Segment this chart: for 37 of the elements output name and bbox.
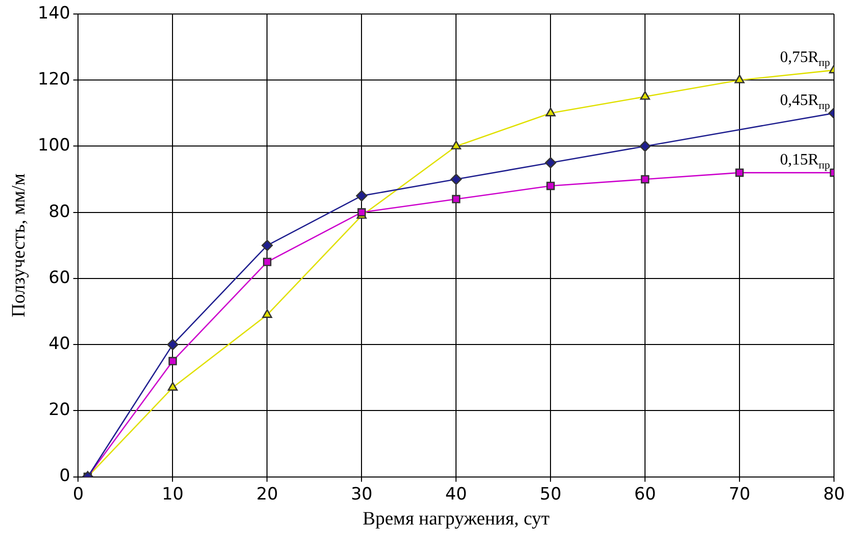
y-tick-label: 20 — [48, 400, 70, 420]
point — [639, 140, 651, 152]
x-tick-label: 10 — [162, 484, 184, 504]
point — [544, 157, 556, 168]
y-tick-label: 80 — [48, 202, 70, 222]
point — [451, 140, 462, 150]
y-tick-label: 100 — [38, 136, 70, 156]
point — [734, 74, 745, 84]
y-tick-label: 0 — [59, 466, 70, 486]
x-tick-label: 70 — [728, 484, 750, 504]
point — [167, 338, 178, 350]
point — [356, 190, 368, 202]
point — [263, 258, 272, 266]
point — [546, 182, 555, 190]
x-tick-label: 0 — [72, 484, 84, 504]
x-tick-label: 40 — [445, 484, 467, 504]
y-tick-label: 40 — [48, 334, 70, 354]
y-tick-label: 60 — [48, 268, 70, 288]
point — [262, 309, 272, 318]
x-tick-label: 30 — [350, 484, 372, 504]
point — [168, 382, 178, 391]
x-tick-label: 20 — [256, 484, 278, 504]
x-tick-label: 60 — [634, 484, 656, 504]
point — [546, 108, 556, 116]
x-tick-label: 50 — [540, 484, 562, 504]
y-tick-label: 140 — [38, 3, 70, 24]
x-tick-label: 80 — [823, 484, 845, 504]
point — [168, 356, 177, 366]
point — [262, 240, 273, 252]
point — [640, 175, 650, 184]
point — [735, 168, 744, 177]
point — [450, 174, 462, 185]
x-axis-title: Время нагружения, сут — [362, 508, 550, 530]
y-tick-label: 120 — [38, 70, 70, 90]
point — [452, 194, 460, 204]
point — [640, 90, 650, 100]
y-axis-title: Ползучесть, мм/м — [8, 174, 30, 318]
